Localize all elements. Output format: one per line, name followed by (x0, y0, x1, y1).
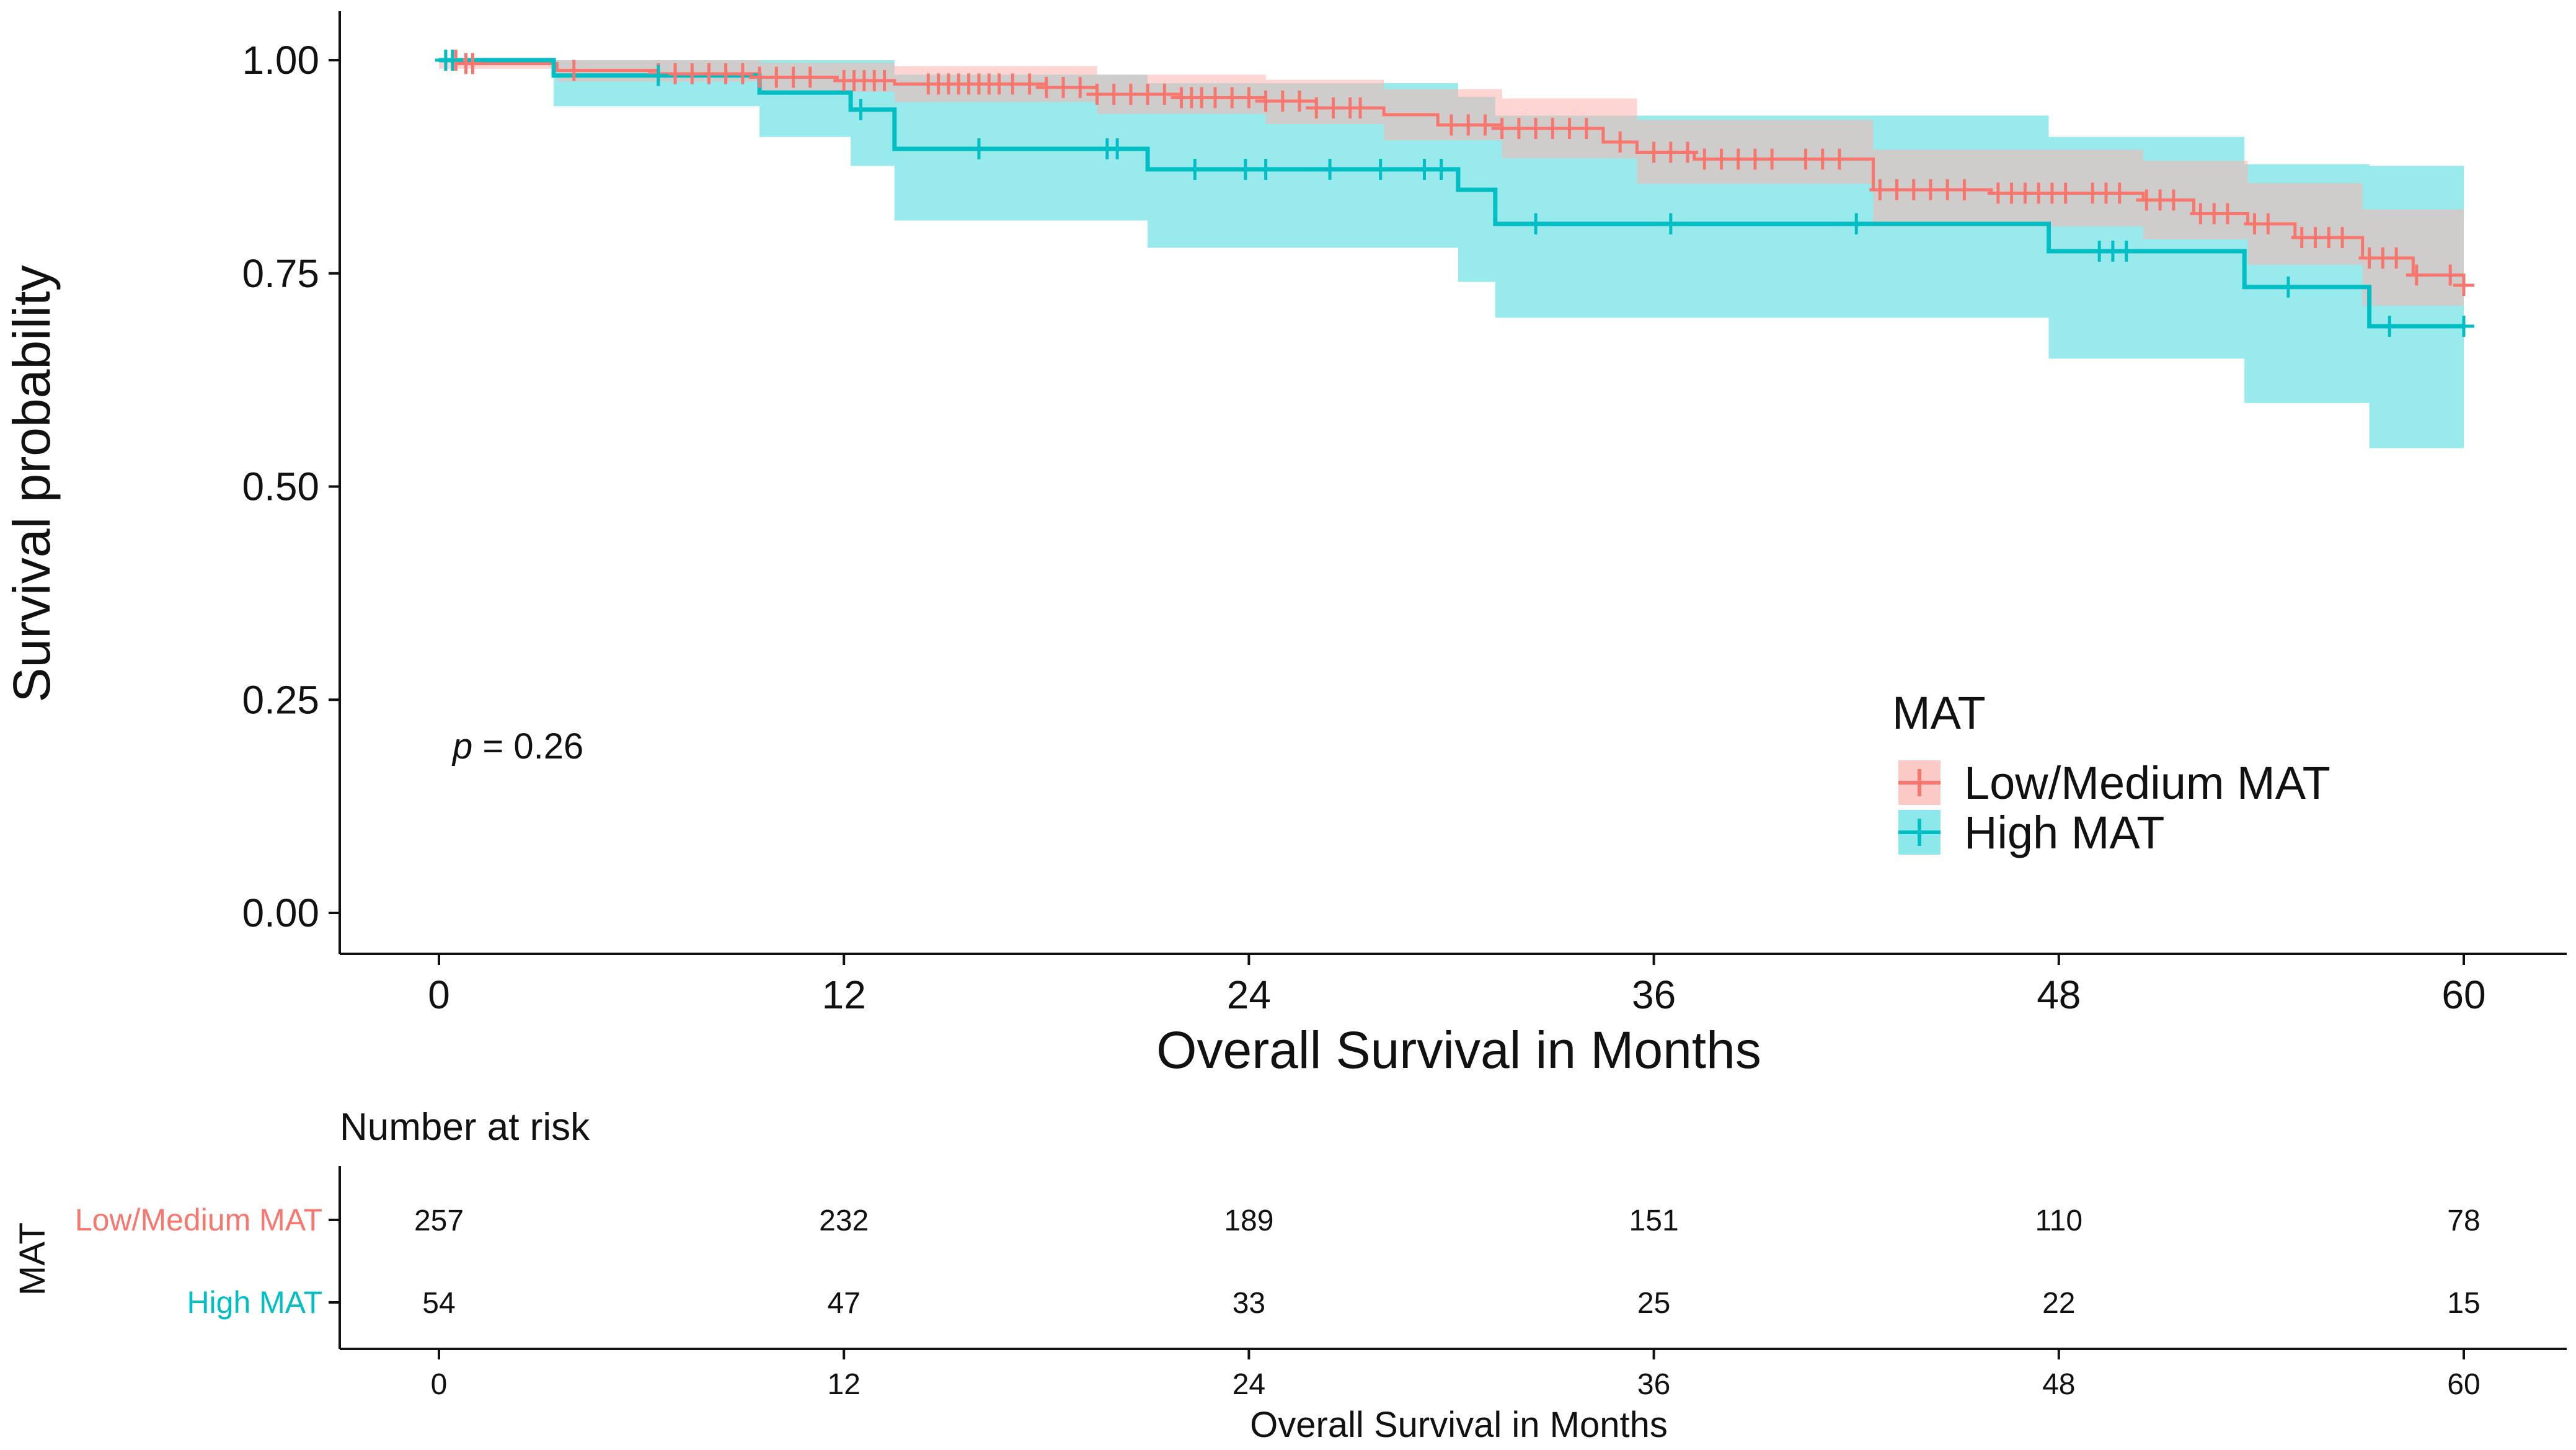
censor-mark (2216, 203, 2238, 225)
risk-table-rows: Low/Medium MAT 257 232 189 151 110 78 High MAT 5… (75, 1203, 2481, 1320)
censor-mark (1370, 159, 1391, 180)
risk-x-tick-label: 48 (2042, 1368, 2075, 1401)
risk-count: 15 (2447, 1287, 2480, 1320)
censor-mark (799, 66, 821, 88)
x-tick-label: 24 (1227, 972, 1271, 1017)
risk-table-title: Number at risk (340, 1106, 590, 1149)
censor-mark (1609, 131, 1631, 153)
censor-mark (1677, 141, 1699, 163)
risk-count: 47 (828, 1287, 861, 1320)
censor-mark (1575, 118, 1597, 139)
risk-group-label: High MAT (187, 1285, 322, 1320)
censor-mark (563, 60, 585, 81)
risk-x-tick-label: 0 (431, 1368, 448, 1401)
censor-mark (1350, 97, 1371, 118)
y-axis-title: Survival probability (2, 265, 61, 703)
risk-count: 54 (422, 1287, 455, 1320)
censor-mark (2055, 182, 2076, 204)
y-axis-ticks: 0.00 0.25 0.50 0.75 1.00 (242, 38, 340, 935)
censor-mark (968, 138, 989, 159)
risk-count: 257 (414, 1204, 464, 1237)
x-axis-title: Overall Survival in Months (1156, 1021, 1761, 1079)
censor-mark (1107, 138, 1128, 159)
censor-mark (2406, 264, 2427, 286)
censor-mark (1660, 213, 1681, 234)
censor-mark (1430, 159, 1452, 180)
risk-group-label: Low/Medium MAT (75, 1203, 322, 1237)
legend-title: MAT (1892, 687, 1986, 739)
risk-count: 110 (2035, 1204, 2083, 1237)
risk-count: 189 (1224, 1204, 1273, 1237)
censor-mark (1525, 213, 1547, 234)
risk-count: 22 (2042, 1287, 2075, 1320)
censor-mark (1154, 84, 1175, 105)
x-tick-label: 48 (2037, 972, 2081, 1017)
risk-count: 25 (1637, 1287, 1670, 1320)
y-tick-label: 0.00 (242, 891, 319, 935)
censor-mark (732, 63, 753, 84)
censor-mark (2162, 189, 2184, 211)
censor-mark (647, 64, 669, 86)
censor-mark (850, 99, 872, 120)
censor-mark (1474, 114, 1496, 136)
censor-mark (1234, 159, 1256, 180)
risk-count: 232 (819, 1204, 869, 1237)
censor-mark (2453, 275, 2474, 296)
risk-x-tick-label: 24 (1233, 1368, 1265, 1401)
risk-x-tick-label: 36 (1637, 1368, 1670, 1401)
p-value-annotation: p = 0.26 (451, 726, 583, 767)
censor-mark (441, 50, 463, 71)
y-tick-label: 0.50 (242, 465, 319, 509)
legend-label: High MAT (1964, 807, 2164, 858)
censor-mark (2440, 264, 2461, 286)
risk-table-y-axis-title: MAT (12, 1222, 53, 1296)
y-tick-label: 1.00 (242, 38, 319, 82)
censor-mark (2453, 316, 2474, 337)
censor-mark (1019, 73, 1040, 95)
censor-mark (2115, 241, 2137, 262)
censor-mark (1319, 159, 1341, 180)
km-plot: 0.00 0.25 0.50 0.75 1.00 0 12 24 36 48 60 Surviva… (2, 11, 2567, 1079)
risk-table-x-axis-title: Overall Survival in Months (1250, 1405, 1668, 1445)
risk-x-tick-label: 12 (828, 1368, 861, 1401)
risk-x-tick-label: 60 (2447, 1368, 2480, 1401)
censor-mark (1954, 179, 1975, 200)
x-tick-label: 12 (822, 972, 866, 1017)
censor-mark (1846, 213, 1867, 234)
x-tick-label: 36 (1632, 972, 1676, 1017)
censor-mark (1828, 148, 1850, 170)
censor-mark (2257, 213, 2279, 234)
censor-mark (1289, 91, 1311, 112)
censor-mark (874, 70, 895, 91)
legend-label: Low/Medium MAT (1964, 757, 2330, 809)
risk-table: Number at risk MAT Overall Survival in M… (12, 1106, 2567, 1445)
legend-item-low-medium-mat: Low/Medium MAT (1898, 757, 2330, 809)
censor-mark (2386, 247, 2407, 269)
censor-mark (2332, 227, 2353, 248)
x-tick-label: 60 (2441, 972, 2485, 1017)
censor-mark (2277, 276, 2299, 298)
censor-mark (1238, 87, 1260, 109)
censor-mark (1761, 148, 1783, 170)
risk-table-x-ticks: 0 12 24 36 48 60 (431, 1349, 2481, 1401)
censor-mark (462, 53, 484, 74)
x-tick-label: 0 (428, 972, 450, 1017)
y-tick-label: 0.75 (242, 251, 319, 296)
y-tick-label: 0.25 (242, 677, 319, 722)
censor-mark (1255, 159, 1277, 180)
censor-mark (1184, 159, 1206, 180)
risk-count: 151 (1629, 1204, 1679, 1237)
censor-mark (1069, 77, 1091, 98)
risk-count: 33 (1233, 1287, 1265, 1320)
censor-mark (2109, 182, 2130, 204)
x-axis-ticks: 0 12 24 36 48 60 (428, 954, 2486, 1017)
risk-count: 78 (2447, 1204, 2480, 1237)
censor-marks (435, 50, 2474, 337)
legend-item-high-mat: High MAT (1898, 807, 2164, 858)
censor-mark (2379, 316, 2401, 337)
